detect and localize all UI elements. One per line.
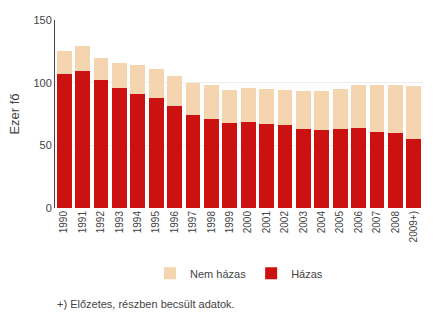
svg-text:2007: 2007 bbox=[371, 211, 382, 234]
svg-text:2000: 2000 bbox=[242, 211, 253, 234]
svg-text:Nem házas: Nem házas bbox=[190, 268, 246, 280]
svg-text:2009+): 2009+) bbox=[408, 211, 419, 242]
svg-text:2004: 2004 bbox=[316, 211, 327, 234]
svg-text:1996: 1996 bbox=[169, 211, 180, 234]
svg-text:+) Előzetes, részben becsült a: +) Előzetes, részben becsült adatok. bbox=[57, 298, 235, 310]
svg-text:1998: 1998 bbox=[206, 211, 217, 234]
svg-text:150: 150 bbox=[33, 14, 51, 26]
svg-text:2002: 2002 bbox=[279, 211, 290, 234]
svg-text:Házas: Házas bbox=[291, 268, 323, 280]
svg-text:2001: 2001 bbox=[261, 211, 272, 234]
svg-text:1993: 1993 bbox=[114, 211, 125, 234]
svg-text:Ezer fő: Ezer fő bbox=[7, 93, 22, 134]
svg-text:1999: 1999 bbox=[224, 211, 235, 234]
svg-text:2006: 2006 bbox=[353, 211, 364, 234]
svg-text:1990: 1990 bbox=[58, 211, 69, 234]
svg-text:1991: 1991 bbox=[77, 211, 88, 234]
svg-text:2003: 2003 bbox=[298, 211, 309, 234]
svg-text:100: 100 bbox=[33, 77, 51, 89]
svg-text:2008: 2008 bbox=[390, 211, 401, 234]
svg-text:1997: 1997 bbox=[187, 211, 198, 234]
svg-text:1995: 1995 bbox=[150, 211, 161, 234]
svg-text:1994: 1994 bbox=[132, 211, 143, 234]
svg-text:0: 0 bbox=[46, 202, 52, 214]
svg-text:1992: 1992 bbox=[95, 211, 106, 234]
svg-text:2005: 2005 bbox=[334, 211, 345, 234]
svg-text:50: 50 bbox=[40, 139, 52, 151]
